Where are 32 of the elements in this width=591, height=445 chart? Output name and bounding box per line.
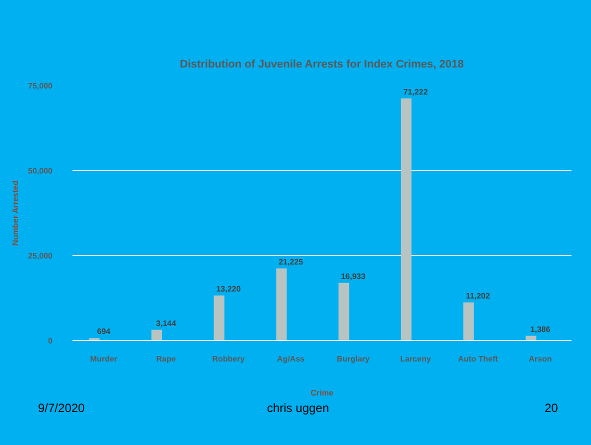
data-label: 13,220 [216, 284, 242, 294]
x-tick-label: Ag/Ass [277, 354, 306, 364]
chart-title: Distribution of Juvenile Arrests for Index Crimes, 2018 [180, 58, 464, 70]
text: chris uggen [266, 400, 330, 417]
bar [276, 268, 287, 340]
text: 20 [544, 400, 558, 417]
x-tick-label: Robbery [212, 354, 246, 364]
y-tick-label: 0 [48, 336, 54, 346]
x-tick-label: Burglary [336, 354, 370, 364]
bar [151, 330, 162, 340]
x-tick-label: Rape [156, 354, 176, 364]
y-tick-label: 75,000 [28, 82, 54, 90]
y-axis-title: Number Arrested [11, 180, 20, 246]
y-tick-label: 50,000 [28, 166, 54, 176]
data-label: 694 [97, 327, 111, 336]
data-label: 1,386 [530, 324, 551, 334]
data-label: 16,933 [340, 272, 366, 281]
x-tick-label: Murder [90, 354, 118, 364]
y-tick-label: 25,000 [28, 252, 54, 260]
data-label: 11,202 [466, 291, 490, 300]
x-tick-label: Larceny [400, 354, 432, 364]
bar [463, 302, 474, 340]
text: 9/7/2020 [38, 400, 86, 417]
x-axis-title: Crime [310, 388, 334, 398]
bar [214, 296, 224, 340]
data-label: 71,222 [403, 87, 428, 96]
x-tick-label: Auto Theft [458, 354, 498, 364]
bar [338, 282, 350, 340]
data-label: 21,225 [278, 257, 304, 266]
x-tick-label: Arson [528, 354, 552, 364]
data-label: 3,144 [156, 318, 177, 328]
bar [400, 98, 412, 340]
